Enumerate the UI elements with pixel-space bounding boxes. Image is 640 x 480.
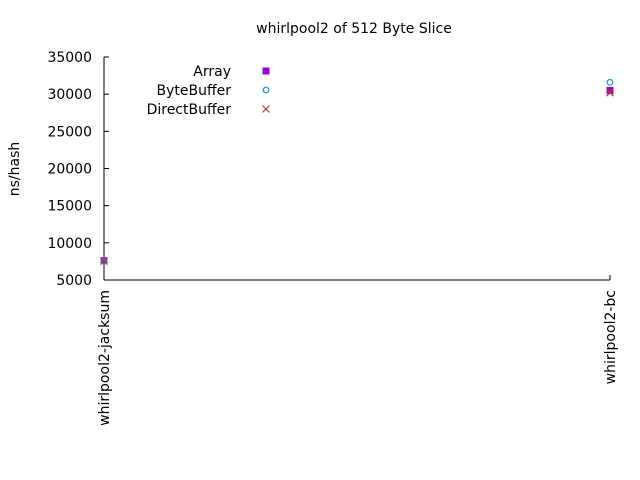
y-tick-label: 5000 [56,273,92,289]
y-tick-label: 25000 [47,124,92,140]
data-point [100,257,108,265]
legend-label: ByteBuffer [157,83,232,99]
y-tick-label: 10000 [47,236,92,252]
legend-marker [262,86,270,94]
legend-marker [262,105,270,113]
y-axis-label: ns/hash [7,142,23,197]
legend-marker [262,67,270,75]
data-points [100,78,614,265]
cross-stroke [100,257,108,265]
y-tick-label: 15000 [47,199,92,215]
y-tick-label: 20000 [47,162,92,178]
x-tick-label: whirlpool2-jacksum [97,290,113,426]
data-point [100,257,108,265]
data-point [606,88,614,97]
cross-stroke [606,88,614,97]
cross-stroke [262,105,270,113]
x-tick-label: whirlpool2-bc [603,290,619,384]
legend: Array ByteBuffer DirectBuffer [147,64,270,118]
y-tick-label: 35000 [47,50,92,66]
legend-label: DirectBuffer [147,102,232,118]
x-ticks: whirlpool2-jacksum whirlpool2-bc [97,275,619,426]
data-point [606,78,614,86]
chart-title: whirlpool2 of 512 Byte Slice [256,21,452,37]
y-tick-label: 30000 [47,87,92,103]
y-ticks: 5000 10000 15000 20000 25000 30000 35000 [47,50,109,289]
data-point [606,86,614,94]
legend-label: Array [193,64,231,80]
